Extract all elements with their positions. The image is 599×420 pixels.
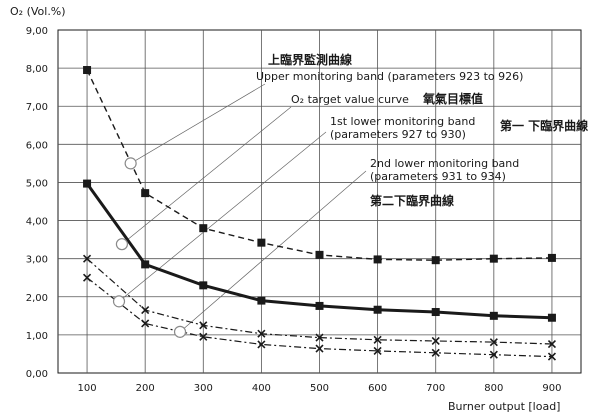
x-tick-label: 900 — [542, 383, 561, 394]
data-point-target — [489, 311, 498, 320]
grid — [57, 29, 582, 374]
series-group — [82, 66, 557, 361]
data-point-lower1 — [547, 339, 557, 349]
data-point-lower1 — [489, 338, 498, 347]
data-point-upper — [431, 256, 440, 265]
y-tick-label: 8,00 — [26, 64, 48, 75]
data-point-lower2 — [431, 348, 440, 357]
data-point-upper — [199, 224, 208, 233]
data-point-upper — [83, 66, 92, 75]
annotation-leader-line — [118, 131, 327, 302]
annotation-anchor-circle — [115, 238, 129, 251]
y-tick-label: 4,00 — [26, 217, 48, 228]
data-point-upper — [315, 250, 324, 259]
data-point-target — [373, 305, 382, 314]
annotation-target-text: O₂ target value curve — [291, 93, 409, 106]
y-axis-title: O₂ (Vol.%) — [10, 5, 66, 18]
data-point-target — [257, 296, 266, 305]
x-tick-label: 500 — [310, 383, 329, 394]
y-tick-label: 2,00 — [26, 293, 48, 304]
annotation-lower2-line2: (parameters 931 to 934) — [370, 170, 506, 183]
annotation-anchor-circle — [112, 295, 126, 308]
data-point-upper — [141, 189, 150, 198]
data-point-lower1 — [257, 329, 266, 338]
data-point-target — [547, 313, 556, 322]
series-line-lower1 — [86, 258, 552, 345]
data-point-lower2 — [257, 340, 266, 349]
data-point-target — [315, 301, 324, 310]
x-tick-label: 300 — [194, 383, 213, 394]
x-tick-label: 200 — [136, 383, 155, 394]
data-point-upper — [373, 255, 382, 264]
annotation-lower1-cjk: 第一 下臨界曲線 — [500, 118, 588, 133]
data-point-lower1 — [431, 336, 440, 346]
annotation-anchor-circle — [124, 157, 137, 170]
y-tick-label: 3,00 — [26, 255, 48, 266]
x-tick-label: 100 — [78, 383, 97, 394]
data-point-target — [83, 179, 92, 188]
x-axis-ticks: 100 200 300 400 500 600 700 800 900 — [78, 383, 562, 394]
annotation-target-cjk: 氧氣目標值 — [422, 91, 483, 106]
data-point-lower1 — [141, 306, 150, 315]
data-point-lower2 — [199, 332, 208, 341]
y-tick-label: 5,00 — [26, 178, 48, 189]
data-point-lower2 — [141, 319, 150, 328]
data-point-upper — [257, 238, 266, 247]
annotation-lower1-line1: 1st lower monitoring band — [330, 115, 475, 128]
data-point-lower1 — [199, 321, 208, 330]
y-tick-label: 1,00 — [26, 331, 48, 342]
x-tick-label: 400 — [252, 383, 271, 394]
data-point-lower1 — [315, 333, 324, 342]
data-point-lower2 — [547, 352, 557, 361]
annotation-leaders — [118, 83, 367, 333]
annotation-leader-line — [130, 83, 266, 164]
annotation-leader-line — [179, 170, 367, 333]
annotation-lower2-cjk: 第二下臨界曲線 — [370, 193, 454, 208]
data-point-upper — [489, 254, 498, 263]
annotation-lower1-line2: (parameters 927 to 930) — [330, 128, 466, 141]
x-tick-label: 600 — [368, 383, 387, 394]
y-tick-label: 6,00 — [26, 140, 48, 151]
x-axis-title: Burner output [load] — [448, 400, 560, 413]
x-tick-label: 700 — [426, 383, 445, 394]
annotation-lower2-line1: 2nd lower monitoring band — [370, 157, 519, 170]
annotation-anchor-circle — [173, 325, 187, 338]
data-point-lower2 — [82, 273, 92, 282]
y-axis-ticks: 0,00 1,00 2,00 3,00 4,00 5,00 6,00 7,00 8,00 9,00 — [26, 26, 48, 380]
data-point-lower2 — [489, 350, 498, 359]
data-point-lower1 — [82, 254, 92, 263]
data-point-upper — [547, 253, 556, 262]
data-point-target — [141, 260, 150, 269]
data-point-target — [199, 281, 208, 290]
data-point-lower2 — [315, 344, 324, 353]
data-point-target — [431, 308, 440, 317]
annotation-anchors — [112, 157, 187, 338]
data-point-lower2 — [373, 346, 382, 355]
annotation-leader-line — [121, 106, 292, 245]
y-tick-label: 9,00 — [26, 26, 48, 37]
data-point-lower1 — [373, 335, 382, 344]
annotation-upper-text: Upper monitoring band (parameters 923 to… — [256, 70, 523, 83]
annotation-upper-cjk: 上臨界監測曲線 — [268, 52, 352, 67]
y-tick-label: 7,00 — [26, 102, 48, 113]
x-tick-label: 800 — [484, 383, 503, 394]
y-tick-label: 0,00 — [26, 369, 48, 380]
